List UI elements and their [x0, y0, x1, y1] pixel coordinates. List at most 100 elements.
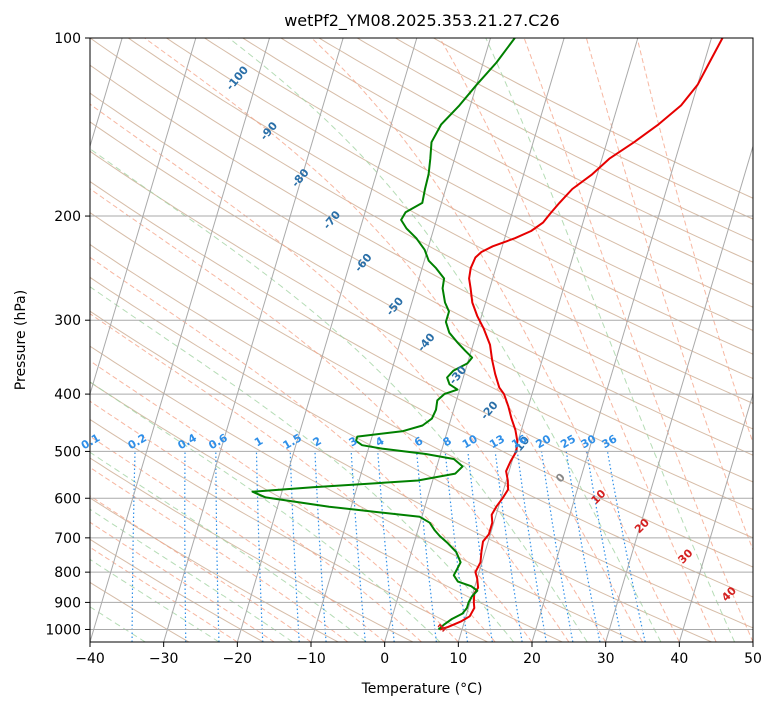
isotherm: [163, 38, 344, 642]
dry-adiabat: [165, 38, 753, 355]
mixing-ratio-line: [184, 451, 187, 642]
inline-labels: -100-90-80-70-60-50-40-30-20-100.1 0.2 0.4…: [79, 63, 739, 635]
dry-adiabat: [432, 38, 753, 199]
x-tick-label: 30: [597, 651, 615, 667]
mixing-ratio-label: 0.6: [206, 431, 230, 452]
mixing-ratio-label: 13: [487, 432, 507, 451]
mixing-ratio-line: [289, 451, 300, 642]
x-tick-label: −40: [75, 651, 105, 667]
profiles: [251, 38, 724, 631]
y-axis-label: Pressure (hPa): [13, 290, 29, 390]
dry-adiabat-label: -70: [320, 208, 343, 232]
dry-adiabat: [90, 121, 753, 483]
mixing-ratio-line: [494, 451, 523, 642]
mixing-ratio-label: 2: [311, 434, 324, 449]
mixing-ratio-label: 0.1: [79, 431, 102, 452]
dry-adiabat-label: -60: [352, 251, 375, 275]
y-tick-label: 700: [54, 531, 81, 547]
mixing-ratio-line: [416, 451, 437, 642]
dry-adiabat: [90, 92, 753, 456]
dry-adiabat: [90, 418, 489, 642]
moist-adiabat: [90, 400, 422, 642]
wet-bulb-adiabat: [485, 38, 736, 642]
mixing-ratio-label: 0.4: [176, 431, 200, 452]
dry-adiabat: [90, 243, 753, 598]
dry-adiabat: [90, 457, 415, 642]
x-tick-label: 10: [449, 651, 467, 667]
moist-adiabat: [523, 38, 753, 642]
dry-adiabat: [90, 64, 753, 430]
moist-adiabat: [585, 38, 753, 552]
dry-adiabat-label: -40: [415, 330, 438, 354]
moist-adiabat-label: 30: [676, 546, 696, 566]
dry-adiabat-label: -80: [289, 166, 312, 190]
mixing-ratio-line: [606, 451, 646, 642]
x-axis-label: Temperature (°C): [361, 681, 483, 697]
isotherm: [90, 38, 270, 642]
dry-adiabat: [356, 38, 753, 241]
moist-adiabat-label: 0: [553, 470, 568, 485]
moist-adiabat: [90, 495, 312, 642]
dry-adiabat: [90, 381, 564, 642]
mixing-ratio-label: 30: [579, 432, 599, 451]
mixing-ratio-label: 1.5: [281, 431, 304, 452]
isotherm: [310, 38, 491, 642]
wet-bulb-adiabat: [90, 381, 441, 642]
dry-adiabat: [280, 38, 753, 285]
mixing-ratio-label: 20: [534, 432, 554, 451]
x-tick-label: −20: [223, 651, 253, 667]
grid-lines: [90, 38, 753, 642]
isotherm: [90, 38, 123, 148]
dry-adiabat: [318, 38, 753, 263]
dry-adiabat: [90, 310, 714, 642]
mixing-ratio-line: [377, 451, 395, 642]
mixing-ratio-line: [215, 451, 220, 642]
moist-adiabat: [439, 38, 717, 642]
mixing-ratio-label: 0.2: [126, 431, 149, 452]
wet-bulb-adiabat: [90, 451, 367, 642]
dry-adiabat-label: -90: [257, 119, 280, 143]
x-tick-label: 0: [380, 651, 389, 667]
mixing-ratio-line: [541, 451, 574, 642]
dry-adiabat-label: -50: [383, 294, 406, 318]
moist-adiabat: [90, 313, 496, 642]
mixing-ratio-line: [255, 451, 264, 642]
mixing-ratio-line: [444, 451, 469, 642]
moist-adiabat: [310, 38, 680, 642]
moist-adiabat-label: 20: [632, 516, 652, 536]
moist-adiabat: [90, 466, 349, 642]
y-tick-label: 300: [54, 313, 81, 329]
y-tick-label: 400: [54, 387, 81, 403]
moist-adiabat-label: 10: [589, 487, 609, 507]
dry-adiabat: [90, 538, 265, 642]
wet-bulb-adiabat: [90, 508, 293, 642]
moist-adiabat-label: 40: [719, 584, 739, 604]
dewpoint-line: [251, 38, 516, 631]
dry-adiabat: [90, 212, 753, 568]
dry-adiabat-label: -100: [223, 63, 251, 93]
isotherm: [678, 392, 753, 642]
wet-bulb-adiabat: [90, 558, 220, 642]
mixing-ratio-label: 10: [460, 432, 480, 451]
x-tick-label: 50: [744, 651, 762, 667]
temperature-line: [439, 38, 724, 631]
chart-title: wetPf2_YM08.2025.353.21.27.C26: [284, 11, 560, 31]
y-tick-label: 500: [54, 444, 81, 460]
mixing-ratio-label: 25: [558, 432, 578, 451]
isotherm: [236, 38, 418, 642]
mixing-ratio-line: [467, 451, 493, 642]
x-tick-label: −30: [149, 651, 179, 667]
x-tick-label: 40: [670, 651, 688, 667]
dry-adiabat: [394, 38, 753, 220]
y-tick-label: 900: [54, 595, 81, 611]
moist-adiabat: [90, 188, 570, 642]
y-tick-label: 100: [54, 31, 81, 47]
mixing-ratio-line: [82, 451, 88, 642]
mixing-ratio-line: [314, 451, 327, 642]
moist-adiabat: [90, 546, 238, 642]
dry-adiabat: [90, 345, 639, 642]
dry-adiabat: [90, 150, 753, 511]
isotherm: [90, 38, 197, 396]
moist-adiabat: [90, 435, 386, 642]
